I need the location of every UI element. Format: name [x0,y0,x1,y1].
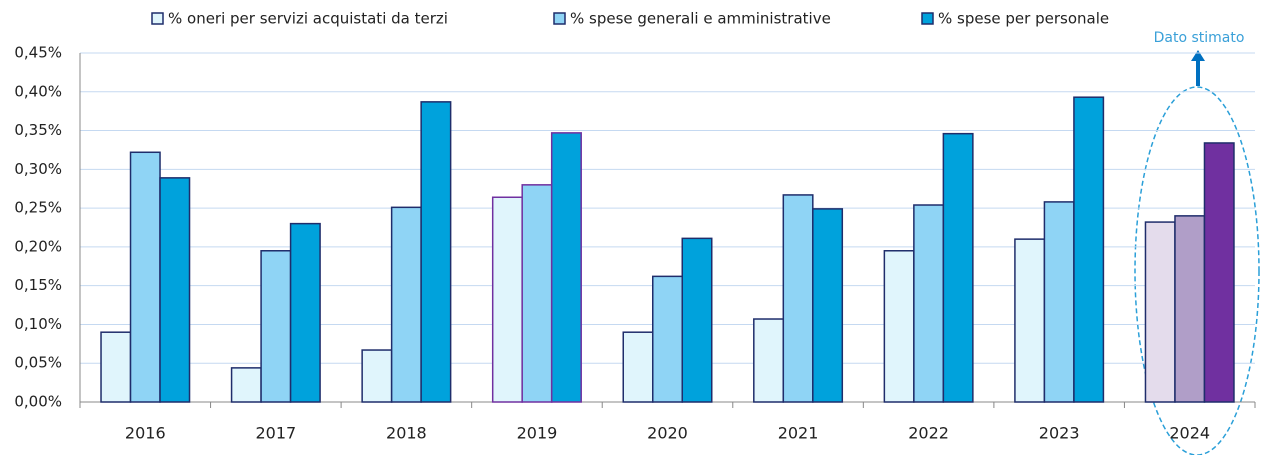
bar [550,132,582,403]
x-tick-label: 2016 [125,424,166,443]
y-tick-label: 0,35% [14,121,62,139]
annotation: Dato stimato [1154,30,1245,46]
bar [230,367,262,403]
legend-swatch [151,12,164,25]
x-tick-label: 2017 [255,424,296,443]
bar [100,331,132,403]
y-tick-label: 0,10% [14,315,62,333]
y-tick-label: 0,05% [14,354,62,372]
bar [1014,238,1046,403]
y-tick-label: 0,30% [14,160,62,178]
bar [812,208,844,403]
y-tick-label: 0,00% [14,393,62,411]
bar [913,204,945,403]
y-tick-label: 0,25% [14,199,62,217]
bar [942,132,974,403]
x-tick-label: 2022 [908,424,949,443]
bar [491,196,523,403]
bar [260,250,292,403]
legend-swatch [921,12,934,25]
x-tick-label: 2020 [647,424,688,443]
y-tick-label: 0,15% [14,276,62,294]
bar [782,194,814,403]
x-tick-label: 2019 [517,424,558,443]
bar [1073,96,1105,403]
bar [361,349,393,403]
bar [129,151,161,403]
x-tick-label: 2018 [386,424,427,443]
x-tick-label: 2021 [778,424,819,443]
bar [883,250,915,403]
bar [652,275,683,403]
bar [681,237,713,403]
x-tick-label: 2024 [1169,424,1210,443]
bar [622,331,654,403]
bar [1144,221,1176,403]
legend-label: % spese generali e amministrative [570,10,831,28]
bar [289,222,321,403]
y-tick-label: 0,45% [14,44,62,62]
bar [1174,215,1206,403]
bar [159,177,191,403]
legend-label: % oneri per servizi acquistati da terzi [168,10,448,28]
bar [521,184,553,403]
estimate-ellipse [1134,86,1260,455]
legend-label: % spese per personale [938,10,1109,28]
bar [390,206,422,403]
legend-swatch [553,12,566,25]
bar [753,318,785,403]
annotation-arrowhead [1191,50,1205,61]
y-tick-label: 0,40% [14,82,62,100]
x-tick-label: 2023 [1039,424,1080,443]
bar [1203,142,1235,403]
bar [1043,201,1075,403]
bar [420,101,452,403]
y-tick-label: 0,20% [14,237,62,255]
